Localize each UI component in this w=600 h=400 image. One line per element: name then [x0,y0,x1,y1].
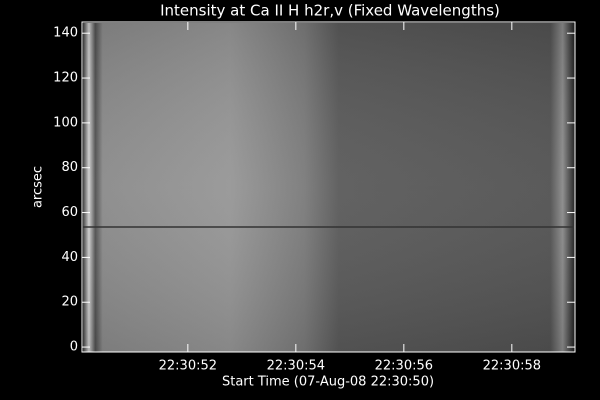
y-tick-label: 140 [53,26,78,41]
x-tick-label: 22:30:54 [267,359,325,374]
y-tick-label: 80 [61,160,78,175]
plot-frame [81,21,576,353]
x-tick-label: 22:30:58 [483,359,541,374]
y-tick-label: 40 [61,250,78,265]
y-tick-label: 100 [53,115,78,130]
y-tick-label: 20 [61,295,78,310]
x-axis-label: Start Time (07-Aug-08 22:30:50) [222,375,434,390]
chart-title: Intensity at Ca II H h2r,v (Fixed Wavele… [160,2,500,20]
y-axis-label: arcsec [31,166,46,208]
y-tick-label: 0 [70,340,78,355]
x-tick-label: 22:30:52 [159,359,217,374]
x-tick-label: 22:30:56 [375,359,433,374]
y-tick-label: 120 [53,71,78,86]
intensity-shade [83,23,575,352]
y-tick-label: 60 [61,205,78,220]
